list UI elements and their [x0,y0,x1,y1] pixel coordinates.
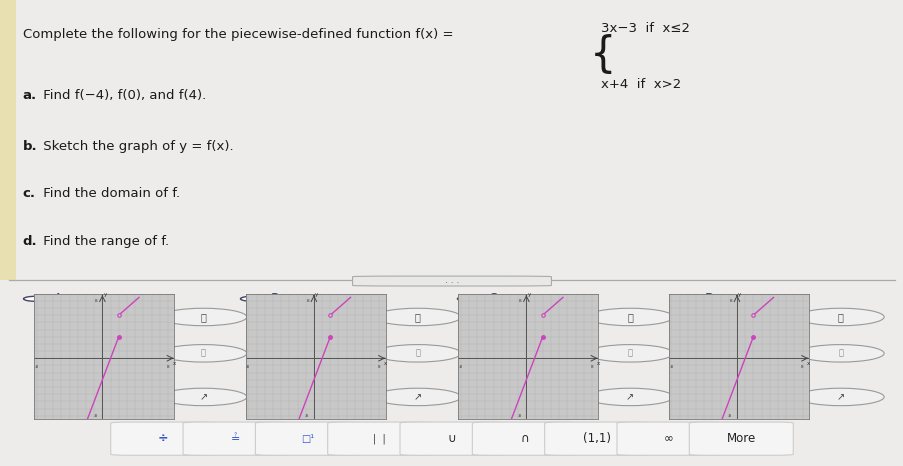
Circle shape [160,344,247,362]
Text: -8: -8 [34,365,39,370]
Text: -8: -8 [517,414,521,418]
Text: d.: d. [23,235,37,248]
Text: 🔍: 🔍 [837,312,842,322]
Text: ∞: ∞ [664,432,673,445]
Text: |  |: | | [373,433,386,444]
Circle shape [457,296,482,302]
Text: ≟: ≟ [230,434,239,444]
Text: -8: -8 [458,365,462,370]
FancyBboxPatch shape [327,422,432,455]
Text: ÷: ÷ [157,432,168,445]
Text: 8: 8 [377,365,380,370]
Text: 🔍: 🔍 [627,312,632,322]
Text: ↗: ↗ [836,392,843,402]
Text: -8: -8 [668,365,673,370]
Circle shape [586,388,673,406]
Text: 🔍: 🔍 [200,349,206,358]
Text: . . .: . . . [444,276,459,285]
Circle shape [586,308,673,326]
Circle shape [796,388,883,406]
Text: 🔍: 🔍 [837,349,842,358]
Text: ∩: ∩ [519,432,528,445]
Text: 🔍: 🔍 [627,349,632,358]
FancyBboxPatch shape [255,422,358,455]
Circle shape [674,296,699,302]
Circle shape [374,388,461,406]
Text: -8: -8 [727,414,731,418]
Text: 3x−3  if  x≤2: 3x−3 if x≤2 [600,22,689,35]
Text: 🔍: 🔍 [414,349,420,358]
Text: B.: B. [271,292,284,305]
Text: 8: 8 [95,299,98,303]
Text: x: x [384,361,386,366]
Text: 8: 8 [729,299,731,303]
FancyBboxPatch shape [183,422,287,455]
FancyBboxPatch shape [544,422,648,455]
Text: ↗: ↗ [414,392,421,402]
Text: -8: -8 [246,365,250,370]
FancyBboxPatch shape [617,422,721,455]
Text: 8: 8 [800,365,803,370]
Text: 🔍: 🔍 [414,312,420,322]
Text: Find f(−4), f(0), and f(4).: Find f(−4), f(0), and f(4). [39,89,206,103]
Circle shape [796,308,883,326]
Text: -8: -8 [304,414,309,418]
Circle shape [374,344,461,362]
Text: c.: c. [23,187,35,200]
Text: ↗: ↗ [200,392,207,402]
FancyBboxPatch shape [111,422,215,455]
Text: x: x [172,361,175,366]
FancyBboxPatch shape [0,0,16,280]
Text: b.: b. [23,140,37,153]
Text: y: y [527,292,530,297]
Circle shape [374,308,461,326]
Text: x+4  if  x>2: x+4 if x>2 [600,78,681,91]
FancyBboxPatch shape [400,422,504,455]
Circle shape [160,308,247,326]
Text: 🔍: 🔍 [200,312,206,322]
Circle shape [240,296,265,302]
Text: 8: 8 [166,365,169,370]
Text: ↗: ↗ [626,392,633,402]
FancyBboxPatch shape [688,422,793,455]
Text: (1,1): (1,1) [582,432,610,445]
FancyBboxPatch shape [352,276,551,286]
Text: 8: 8 [518,299,521,303]
Text: x: x [806,361,809,366]
Text: □¹: □¹ [301,434,313,444]
FancyBboxPatch shape [471,422,576,455]
Text: {: { [589,34,615,75]
Text: Sketch the graph of y = f(x).: Sketch the graph of y = f(x). [39,140,233,153]
Text: A.: A. [54,292,67,305]
Text: D.: D. [704,292,718,305]
Text: C.: C. [488,292,500,305]
Text: y: y [738,292,740,297]
Text: Complete the following for the piecewise-defined function f(x) =: Complete the following for the piecewise… [23,28,452,41]
Circle shape [796,344,883,362]
Circle shape [23,296,49,302]
Text: y: y [104,292,107,297]
Text: a.: a. [23,89,37,103]
Text: ∪: ∪ [447,432,456,445]
Circle shape [160,388,247,406]
Text: -8: -8 [93,414,98,418]
Text: Find the domain of f.: Find the domain of f. [39,187,180,200]
Text: 8: 8 [306,299,309,303]
Text: y: y [315,292,318,297]
Text: 8: 8 [590,365,592,370]
Text: Find the range of f.: Find the range of f. [39,235,169,248]
Text: More: More [726,432,755,445]
Circle shape [586,344,673,362]
Text: x: x [596,361,599,366]
